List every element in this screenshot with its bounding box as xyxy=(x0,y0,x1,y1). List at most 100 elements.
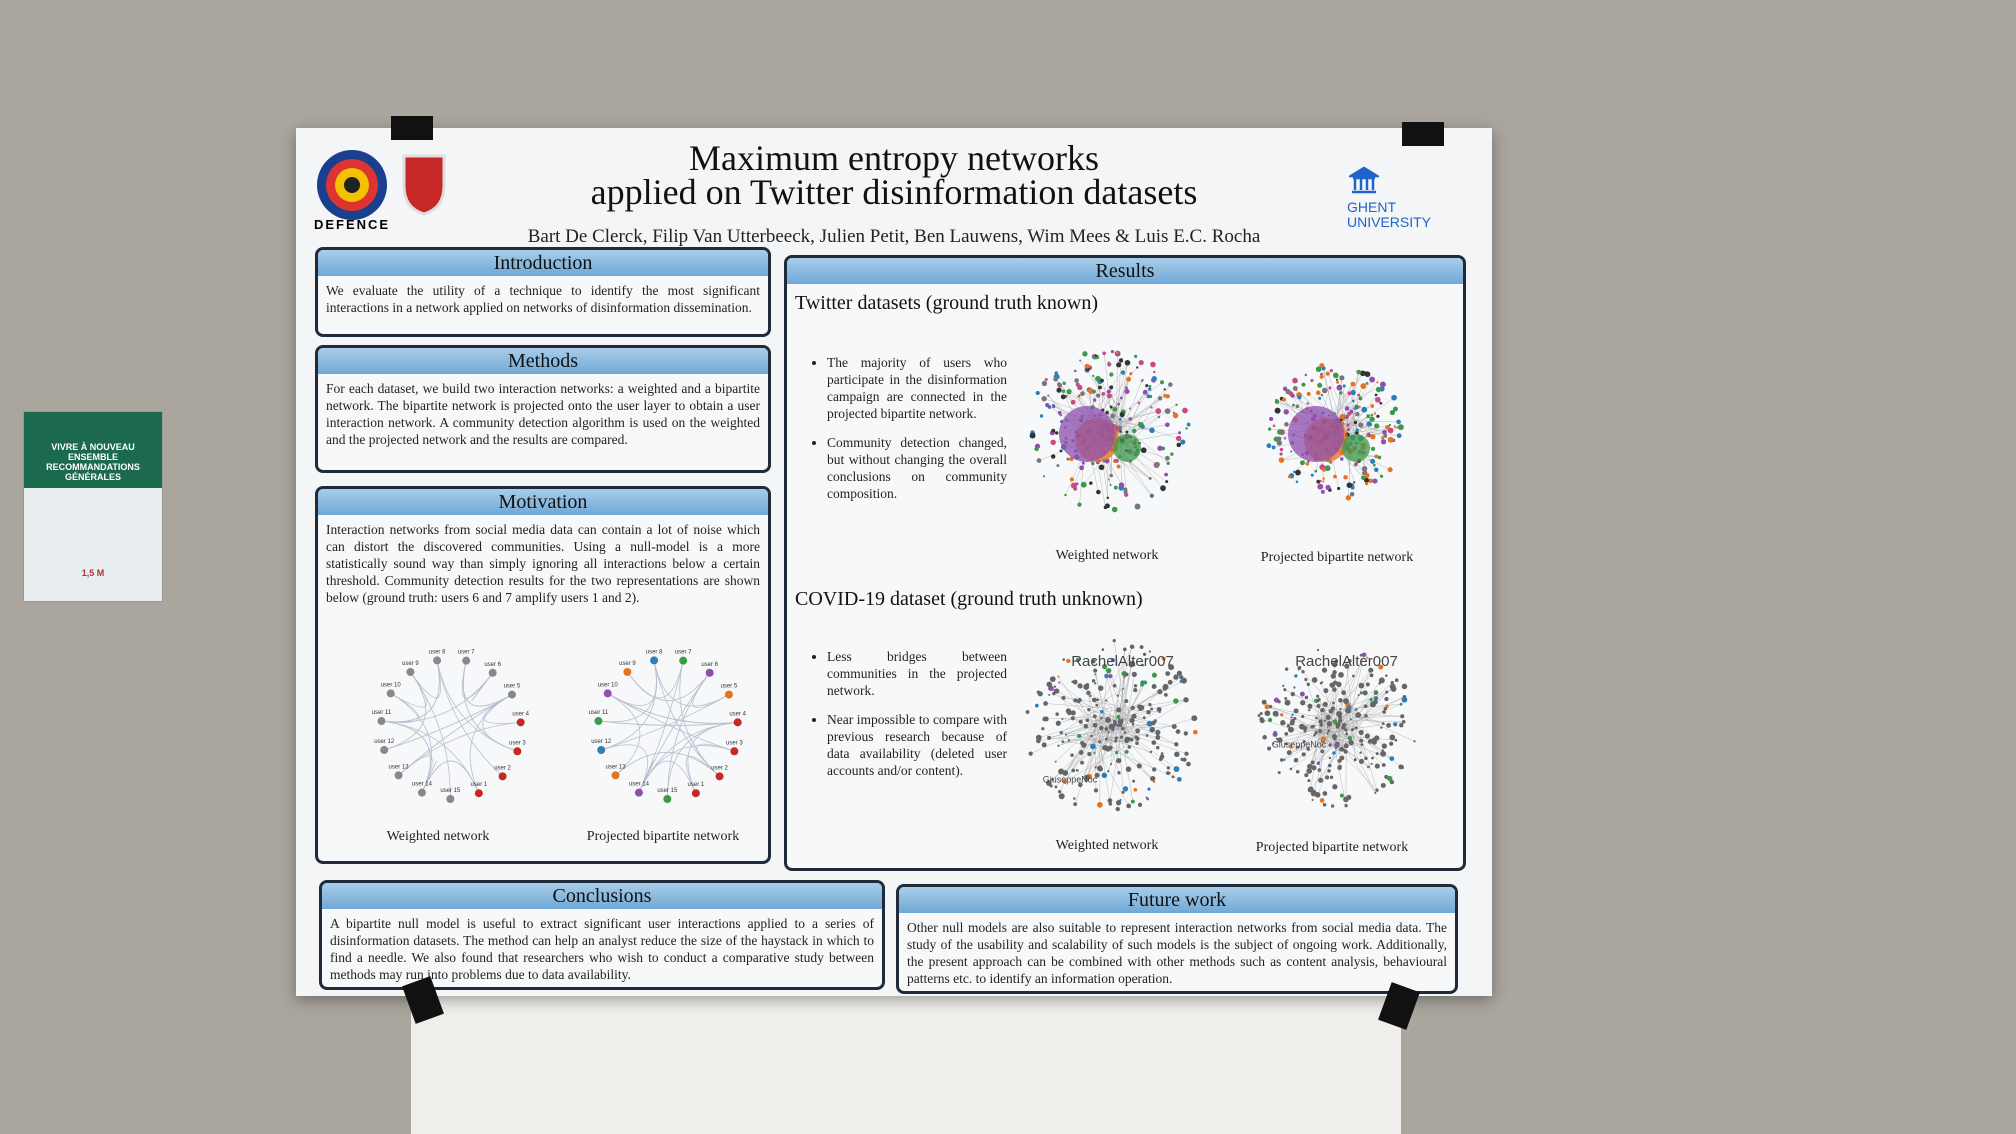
node xyxy=(1114,458,1119,463)
node xyxy=(1349,491,1355,497)
node xyxy=(1332,701,1335,705)
node xyxy=(1094,772,1100,778)
node xyxy=(1293,470,1296,474)
node xyxy=(1371,756,1374,760)
node xyxy=(1110,413,1115,419)
node xyxy=(386,689,395,698)
node xyxy=(1099,725,1104,731)
node-label: user 7 xyxy=(458,650,475,656)
edge xyxy=(1118,732,1124,793)
node xyxy=(1034,446,1039,452)
node xyxy=(1325,775,1330,780)
node xyxy=(1174,742,1179,747)
node xyxy=(1149,493,1155,498)
node xyxy=(1366,765,1370,769)
edge xyxy=(1107,412,1125,419)
node xyxy=(1343,749,1348,754)
node xyxy=(1387,436,1394,443)
node xyxy=(1360,383,1367,389)
node xyxy=(1300,700,1306,706)
node-label: user 9 xyxy=(402,661,419,667)
edge xyxy=(1338,707,1415,742)
node xyxy=(1318,777,1324,783)
node xyxy=(1357,405,1361,409)
node xyxy=(679,656,688,665)
node xyxy=(1054,785,1058,789)
section-text: Other null models are also suitable to r… xyxy=(907,920,1447,986)
node xyxy=(1155,734,1161,740)
node xyxy=(1343,698,1349,704)
node xyxy=(1122,786,1129,792)
node xyxy=(1366,421,1372,427)
edge xyxy=(1347,406,1357,432)
node xyxy=(1332,751,1336,755)
node xyxy=(1325,371,1330,376)
node xyxy=(1108,723,1115,730)
node xyxy=(1293,686,1296,689)
node xyxy=(1174,751,1180,758)
node xyxy=(1139,645,1144,650)
node xyxy=(1358,682,1365,689)
node xyxy=(1368,667,1374,673)
node xyxy=(1087,708,1091,712)
node xyxy=(1329,461,1333,464)
node-label: user 13 xyxy=(606,764,627,770)
node xyxy=(1186,761,1191,767)
node xyxy=(715,772,724,781)
node xyxy=(1259,718,1265,724)
node xyxy=(1371,739,1377,745)
node xyxy=(1149,750,1153,754)
node xyxy=(1146,720,1153,727)
edge xyxy=(1351,704,1402,724)
node xyxy=(1165,422,1170,428)
node xyxy=(1126,376,1132,382)
node xyxy=(1373,412,1377,415)
node xyxy=(1276,436,1282,442)
node xyxy=(1343,743,1349,749)
node xyxy=(1093,398,1097,402)
node xyxy=(1374,689,1378,693)
node xyxy=(1306,747,1310,751)
node xyxy=(1093,668,1098,673)
node xyxy=(1086,690,1091,696)
node xyxy=(1347,735,1353,741)
node xyxy=(1037,691,1043,697)
node xyxy=(1307,708,1311,712)
node xyxy=(1387,467,1393,473)
edge xyxy=(1121,664,1132,714)
node xyxy=(1304,373,1308,377)
edge xyxy=(1107,725,1155,783)
node xyxy=(1267,427,1272,431)
node xyxy=(1119,411,1125,418)
node xyxy=(1341,690,1347,696)
node xyxy=(1348,739,1354,746)
node xyxy=(1094,766,1097,769)
node xyxy=(1124,388,1130,394)
node xyxy=(1382,429,1387,435)
node xyxy=(1100,709,1104,714)
node xyxy=(1360,743,1364,747)
node xyxy=(1098,685,1104,691)
node xyxy=(1282,386,1288,391)
edge xyxy=(1095,674,1104,708)
node-label: user 15 xyxy=(657,788,678,794)
node xyxy=(1336,380,1340,384)
node xyxy=(394,771,403,780)
node xyxy=(1113,485,1118,490)
node xyxy=(1075,482,1079,486)
edge xyxy=(1092,711,1150,724)
node xyxy=(1102,744,1108,751)
node xyxy=(417,788,426,797)
node xyxy=(623,667,632,676)
node xyxy=(1163,692,1168,697)
node xyxy=(1365,682,1370,687)
edge xyxy=(1336,691,1387,712)
sign-distance: 1,5 M xyxy=(81,568,105,578)
node xyxy=(1275,737,1279,740)
node xyxy=(1046,681,1053,688)
node xyxy=(1101,663,1108,670)
node xyxy=(1401,683,1408,690)
node xyxy=(1295,480,1299,483)
node-label: user 4 xyxy=(729,711,746,717)
node-label: GiuseppeNoc xyxy=(1272,740,1327,750)
